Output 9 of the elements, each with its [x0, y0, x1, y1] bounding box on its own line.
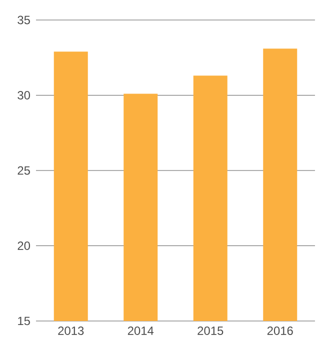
x-tick-label: 2016 — [267, 326, 293, 335]
y-tick-label: 25 — [18, 166, 30, 175]
x-tick-label: 2014 — [128, 326, 154, 335]
x-tick-label: 2013 — [58, 326, 84, 335]
x-tick-label: 2015 — [198, 326, 224, 335]
y-tick-label: 30 — [18, 91, 30, 100]
y-tick-label: 35 — [18, 16, 30, 24]
y-tick-label: 20 — [18, 242, 30, 250]
y-tick-label: 15 — [18, 316, 30, 326]
